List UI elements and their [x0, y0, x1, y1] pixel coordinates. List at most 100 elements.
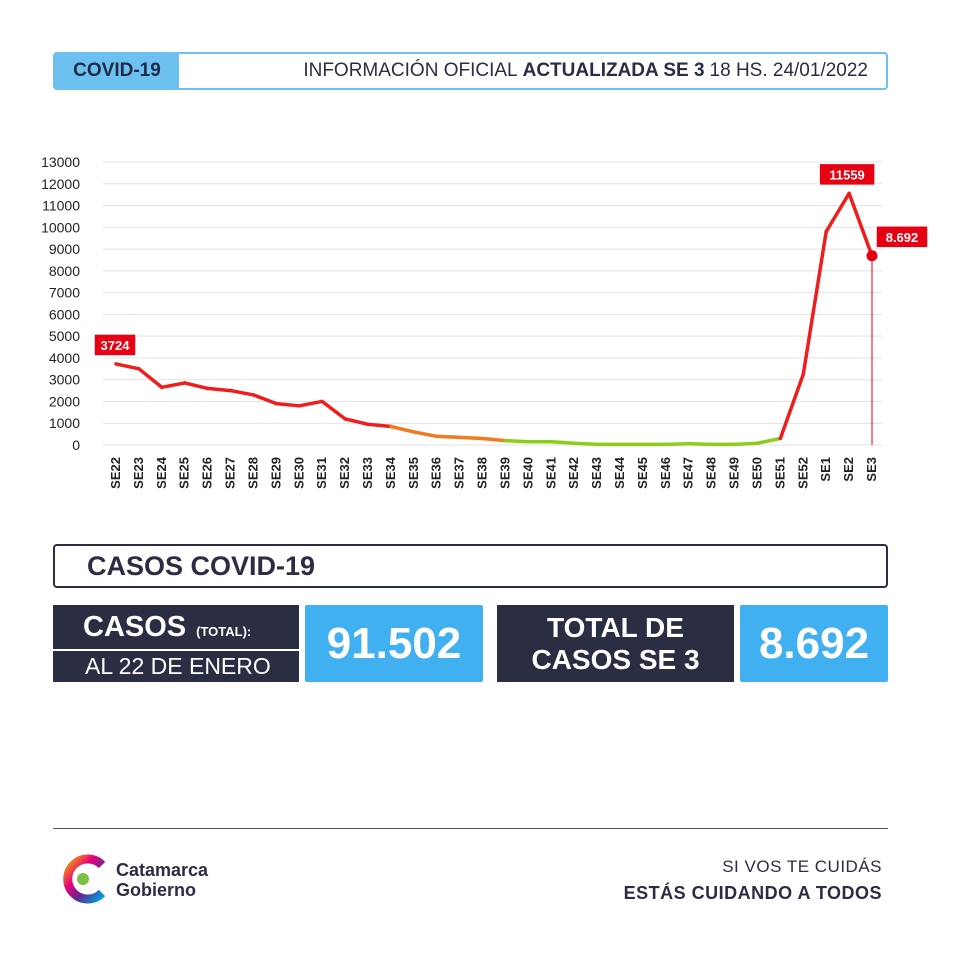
y-tick-label: 0: [72, 437, 80, 453]
total-se3-label-box: TOTAL DE CASOS SE 3: [497, 605, 734, 682]
header-text-light-2: 18 HS. 24/01/2022: [709, 60, 868, 81]
line-segment: [160, 381, 187, 390]
total-label-line1: TOTAL DE: [547, 611, 684, 643]
data-callout-label: 11559: [829, 167, 864, 182]
line-segment: [778, 372, 806, 441]
last-point-dot: [866, 250, 878, 262]
x-tick-label: SE43: [589, 457, 604, 489]
x-tick-label: SE50: [749, 457, 764, 489]
x-tick-label: SE25: [177, 457, 192, 489]
casos-total-label-box: CASOS (TOTAL): AL 22 DE ENERO: [53, 605, 299, 682]
line-segment: [182, 381, 210, 391]
header-text: INFORMACIÓN OFICIAL ACTUALIZADA SE 3 18 …: [303, 54, 868, 88]
x-tick-label: SE41: [543, 457, 558, 489]
line-segment: [686, 441, 714, 447]
x-tick-label: SE1: [818, 457, 833, 482]
casos-label: CASOS (TOTAL):: [83, 611, 251, 644]
y-tick-label: 11000: [42, 198, 80, 214]
x-tick-label: SE30: [291, 457, 306, 489]
section-title: CASOS COVID-19: [53, 544, 888, 588]
x-tick-label: SE27: [223, 457, 238, 489]
slogan: SI VOS TE CUIDÁS ESTÁS CUIDANDO A TODOS: [624, 857, 882, 904]
line-segment: [847, 191, 874, 258]
x-tick-label: SE29: [268, 457, 283, 489]
line-segment: [205, 386, 233, 393]
y-tick-label: 2000: [49, 393, 80, 409]
x-tick-label: SE3: [864, 457, 879, 482]
x-tick-label: SE38: [475, 457, 490, 489]
x-tick-label: SE42: [566, 457, 581, 489]
x-tick-label: SE45: [635, 457, 650, 489]
x-tick-label: SE51: [772, 457, 787, 489]
x-tick-label: SE24: [154, 456, 169, 489]
header-banner: COVID-19 INFORMACIÓN OFICIAL ACTUALIZADA…: [53, 52, 888, 90]
x-tick-label: SE52: [795, 457, 810, 489]
line-segment: [114, 362, 141, 371]
data-callout-box: [93, 333, 137, 357]
x-tick-label: SE36: [429, 457, 444, 489]
x-tick-label: SE31: [314, 457, 329, 489]
x-tick-label: SE33: [360, 457, 375, 489]
y-tick-label: 4000: [49, 350, 80, 366]
x-tick-label: SE39: [497, 457, 512, 489]
line-segment: [664, 441, 691, 447]
y-tick-label: 7000: [49, 285, 80, 301]
footer-divider: [53, 828, 888, 829]
casos-date: AL 22 DE ENERO: [53, 649, 299, 681]
data-callout-box: [875, 225, 929, 249]
x-tick-label: SE28: [245, 457, 260, 489]
slogan-line1: SI VOS TE CUIDÁS: [722, 857, 882, 876]
x-tick-label: SE48: [704, 457, 719, 489]
casos-label-text: CASOS: [83, 611, 187, 643]
x-tick-label: SE22: [108, 457, 123, 489]
header-text-bold: ACTUALIZADA SE 3: [522, 60, 705, 81]
line-segment: [297, 399, 324, 408]
line-segment: [366, 422, 393, 429]
logo-line1: Catamarca: [116, 860, 209, 880]
line-segment: [412, 430, 439, 439]
y-tick-label: 5000: [49, 328, 80, 344]
x-tick-label: SE49: [727, 457, 742, 489]
line-segment: [549, 439, 576, 446]
x-tick-label: SE2: [841, 457, 856, 482]
line-segment: [732, 441, 760, 447]
line-segment: [389, 424, 416, 434]
data-callout-label: 3724: [101, 338, 131, 353]
catamarca-logo-icon: [63, 854, 106, 904]
x-tick-label: SE34: [383, 456, 398, 489]
y-tick-label: 3000: [49, 372, 80, 388]
y-tick-label: 13000: [41, 154, 80, 170]
total-se3-value: 8.692: [740, 605, 888, 682]
y-tick-label: 8000: [49, 263, 80, 279]
line-segment: [824, 191, 851, 234]
x-tick-label: SE37: [452, 457, 467, 489]
header-tag: COVID-19: [55, 54, 179, 88]
y-tick-label: 6000: [49, 306, 80, 322]
y-tick-label: 10000: [41, 219, 80, 235]
x-tick-label: SE26: [200, 457, 215, 489]
total-label-line2: CASOS SE 3: [531, 643, 700, 675]
x-tick-label: SE47: [681, 457, 696, 489]
casos-total-value: 91.502: [305, 605, 483, 682]
line-chart: 0 1000 2000 3000 4000 5000 6000 7000 8000 9000 100…: [41, 154, 929, 489]
line-segment: [274, 401, 302, 408]
line-segment: [228, 388, 256, 397]
line-segment: [503, 438, 531, 444]
total-se3-label: TOTAL DE CASOS SE 3: [497, 605, 734, 682]
line-segment: [457, 435, 485, 441]
line-segment: [137, 367, 164, 390]
y-tick-label: 9000: [49, 241, 80, 257]
line-segment: [572, 441, 599, 447]
line-segment: [251, 393, 279, 406]
logo-text: Catamarca Gobierno: [116, 860, 208, 900]
logo-line2: Gobierno: [116, 880, 196, 900]
line-segment: [755, 436, 783, 446]
line-segment: [480, 436, 508, 443]
y-tick-label: 1000: [49, 415, 80, 431]
line-segment: [320, 399, 347, 421]
line-segment: [434, 434, 462, 440]
header-text-light-1: INFORMACIÓN OFICIAL: [303, 60, 518, 81]
line-segment: [343, 417, 370, 427]
y-tick-label: 12000: [41, 176, 80, 192]
casos-sub: (TOTAL):: [196, 624, 252, 639]
